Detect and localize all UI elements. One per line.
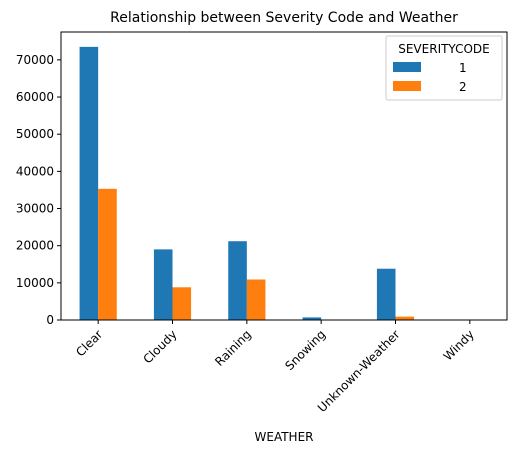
bar-clear-series-2 — [98, 188, 117, 320]
y-tick-label: 70000 — [16, 53, 54, 67]
x-tick-label-raining: Raining — [212, 327, 254, 369]
y-tick-label: 40000 — [16, 164, 54, 178]
y-tick-label: 30000 — [16, 202, 54, 216]
y-tick-label: 10000 — [16, 276, 54, 290]
x-axis-label: WEATHER — [255, 430, 314, 444]
bar-unknown-weather-series-2 — [395, 316, 415, 320]
y-tick-label: 20000 — [16, 239, 54, 253]
bar-unknown-weather-series-1 — [376, 268, 396, 320]
bar-snowing-series-1 — [302, 317, 322, 320]
axes-group — [60, 31, 508, 321]
y-tick-label: 50000 — [16, 127, 54, 141]
legend-swatch-series-2 — [393, 81, 421, 91]
x-tick-label-windy: Windy — [441, 327, 477, 363]
legend-label-series-1: 1 — [459, 61, 467, 75]
x-tick-label-cloudy: Cloudy — [140, 327, 179, 366]
plot-frame — [60, 31, 508, 321]
bars-group — [79, 46, 489, 321]
bar-raining-series-2 — [246, 279, 266, 320]
y-tick-label: 0 — [46, 313, 54, 327]
x-axis-ticks: Clear Cloudy Raining SnowingUnknown-Weather… — [73, 320, 477, 415]
bar-cloudy-series-2 — [172, 287, 192, 320]
bar-raining-series-1 — [228, 241, 247, 320]
bar-clear-series-1 — [79, 46, 99, 321]
x-tick-label-clear: Clear — [73, 327, 105, 359]
bar-cloudy-series-1 — [153, 249, 173, 320]
legend-label-series-2: 2 — [459, 80, 467, 94]
legend: SEVERITYCODE 1 2 — [385, 35, 503, 101]
legend-swatch-series-1 — [393, 62, 421, 72]
legend-title: SEVERITYCODE — [398, 42, 490, 56]
x-tick-label-snowing: Snowing — [282, 327, 328, 373]
x-tick-label-unknown-weather: Unknown-Weather — [315, 327, 403, 415]
y-tick-label: 60000 — [16, 90, 54, 104]
y-axis-ticks: 0 10000 20000 30000 40000 50000 60000 70000 — [16, 53, 61, 327]
chart-title: Relationship between Severity Code and W… — [110, 10, 458, 26]
